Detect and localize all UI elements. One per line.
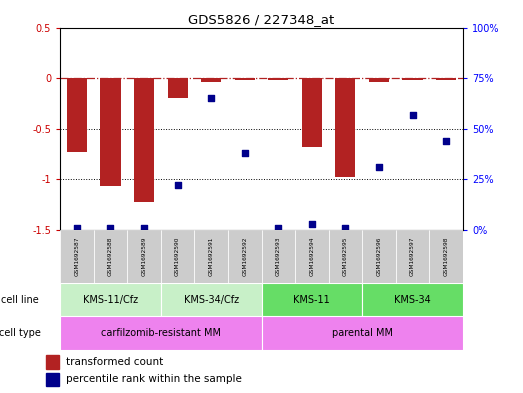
Bar xyxy=(167,78,188,98)
Bar xyxy=(262,283,362,316)
Bar xyxy=(369,78,389,82)
Bar xyxy=(134,78,154,202)
Bar xyxy=(94,230,127,283)
Bar xyxy=(335,78,356,177)
Bar xyxy=(201,78,221,82)
Text: carfilzomib-resistant MM: carfilzomib-resistant MM xyxy=(101,328,221,338)
Bar xyxy=(127,230,161,283)
Bar xyxy=(100,78,121,186)
Point xyxy=(308,221,316,227)
Bar xyxy=(295,230,328,283)
Text: parental MM: parental MM xyxy=(332,328,393,338)
Bar xyxy=(362,283,463,316)
Bar xyxy=(396,230,429,283)
Text: GSM1692594: GSM1692594 xyxy=(309,237,314,276)
Bar xyxy=(429,230,463,283)
Text: cell type: cell type xyxy=(0,328,41,338)
Point xyxy=(274,225,282,231)
Point xyxy=(341,225,349,231)
Bar xyxy=(67,78,87,152)
Text: GSM1692588: GSM1692588 xyxy=(108,237,113,276)
Bar xyxy=(60,316,262,350)
Text: GSM1692590: GSM1692590 xyxy=(175,237,180,276)
Bar xyxy=(262,316,463,350)
Text: KMS-34/Cfz: KMS-34/Cfz xyxy=(184,295,238,305)
Bar xyxy=(161,283,262,316)
Bar xyxy=(228,230,262,283)
Bar xyxy=(403,78,423,80)
Bar xyxy=(436,78,456,80)
Text: transformed count: transformed count xyxy=(66,357,164,367)
Text: KMS-11/Cfz: KMS-11/Cfz xyxy=(83,295,138,305)
Text: GSM1692591: GSM1692591 xyxy=(209,237,214,276)
Bar xyxy=(161,230,195,283)
Text: cell line: cell line xyxy=(1,295,39,305)
Text: GSM1692596: GSM1692596 xyxy=(377,237,381,276)
Text: KMS-34: KMS-34 xyxy=(394,295,431,305)
Bar xyxy=(328,230,362,283)
Point xyxy=(442,138,450,144)
Text: percentile rank within the sample: percentile rank within the sample xyxy=(66,375,242,384)
Bar xyxy=(60,283,161,316)
Bar xyxy=(60,230,94,283)
Bar xyxy=(262,230,295,283)
Point xyxy=(106,225,115,231)
Point xyxy=(408,111,417,118)
Point xyxy=(140,225,148,231)
Text: GSM1692595: GSM1692595 xyxy=(343,237,348,276)
Bar xyxy=(47,373,59,386)
Point xyxy=(174,182,182,189)
Point xyxy=(73,225,81,231)
Text: GSM1692592: GSM1692592 xyxy=(242,237,247,276)
Point xyxy=(241,150,249,156)
Text: GSM1692598: GSM1692598 xyxy=(444,237,449,276)
Text: GSM1692593: GSM1692593 xyxy=(276,237,281,276)
Bar xyxy=(362,230,396,283)
Title: GDS5826 / 227348_at: GDS5826 / 227348_at xyxy=(188,13,335,26)
Text: GSM1692587: GSM1692587 xyxy=(74,237,79,276)
Text: KMS-11: KMS-11 xyxy=(293,295,330,305)
Point xyxy=(207,95,215,101)
Point xyxy=(375,164,383,170)
Bar xyxy=(235,78,255,80)
Bar xyxy=(195,230,228,283)
Text: GSM1692589: GSM1692589 xyxy=(142,237,146,276)
Bar xyxy=(268,78,288,80)
Bar xyxy=(302,78,322,147)
Bar xyxy=(47,355,59,369)
Text: GSM1692597: GSM1692597 xyxy=(410,237,415,276)
